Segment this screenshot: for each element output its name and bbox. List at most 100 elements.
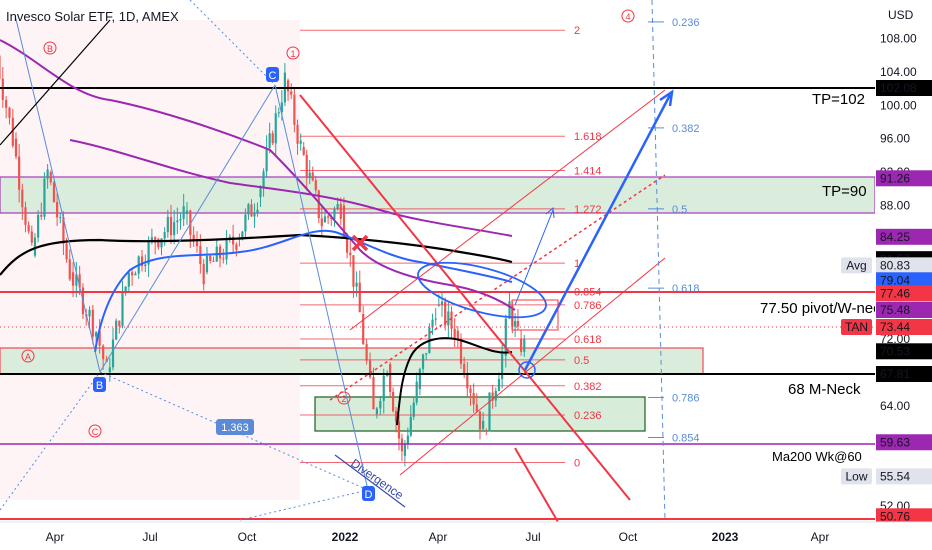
candle-body [339,203,342,219]
candle-body [259,188,262,198]
price-label-box [876,366,932,382]
price-axis: USD 52.0064.0072.0088.0092.0096.00100.00… [841,0,932,550]
fib-red-label: 0.786 [574,300,602,312]
candle-body [290,91,293,95]
candle-body [232,236,235,245]
candle-body [453,328,456,340]
abcd-c-box [266,67,279,82]
fib-levels: 2 1.618 1.414 1.272 1 0.854 0.786 0.618 0.5 0.382… [300,17,700,470]
fib-red-label: 1.272 [574,204,602,216]
y-tick-label: 108.00 [880,32,917,46]
y-tick-label: 100.00 [880,98,917,112]
candle-body [46,169,49,179]
candle-body [65,243,68,260]
candle-body [52,182,56,203]
candle-body [59,217,62,219]
fib-red-label: 0.236 [574,410,602,422]
candle-body [504,318,507,356]
price-label-value: 59.63 [880,435,910,449]
price-label-box [876,343,932,360]
candle-body [520,339,523,352]
price-label-box [876,285,932,302]
candle-body [333,209,336,219]
candle-body [391,391,395,412]
candle-body [192,234,195,242]
candle-body [514,321,517,327]
candle-body [189,210,192,235]
candle-body [311,172,314,181]
projection-dashed [651,0,666,521]
y-ticks: 52.0064.0072.0088.0092.0096.00100.00104.… [880,32,917,513]
ma-black [0,233,513,276]
projection-arrow-head [659,89,674,107]
candle-body [14,138,18,157]
candle-body [265,147,268,172]
candle-body [78,274,81,288]
candle-body [202,264,205,285]
channel-red-main [299,94,631,501]
candle-body [403,443,406,456]
candle-body [235,244,238,250]
price-label-value: 50.76 [880,509,910,523]
candle-body [166,216,169,233]
abcd-dotted-3 [239,489,369,521]
candle-body [472,393,475,405]
wave-a-circle [21,349,35,363]
wave-2: 2 [341,394,346,404]
candle-body [18,156,21,190]
x-tick-label: Apr [46,530,65,544]
candle-body [40,214,43,217]
candle-body [355,282,358,287]
candle-body [389,364,392,392]
candle-body [485,430,488,432]
fib-red-label: 0.618 [574,334,602,346]
x-tick-label: Oct [238,530,257,544]
candle-body [24,207,27,225]
candle-body [299,140,302,144]
candle-body [386,375,389,377]
candle-body [262,171,265,189]
wave-b: B [47,44,53,54]
candle-body [147,240,150,265]
candle-body [491,392,494,401]
candle-body [71,272,75,286]
candle-body [434,318,437,320]
y-tick-label: 72.00 [880,332,910,346]
price-tag-label: Avg [846,258,866,272]
candle-body [56,202,59,218]
candle-body [5,99,8,108]
candle-body [516,321,520,327]
candle-body [75,274,78,286]
candle-body [418,369,421,390]
candle-body [185,210,189,214]
candle-body [0,55,1,79]
candle-body [456,330,459,340]
candle-body [43,178,46,217]
fib-blue-label: 0.618 [672,283,700,295]
x-tick-label: 2023 [712,530,739,544]
candle-body [314,180,317,191]
candle-body [157,238,160,248]
ratio-label: 1.363 [221,422,249,434]
candle-body [352,255,355,287]
abcd-blue-3 [14,14,101,373]
fib-red-label: 0.5 [574,355,589,367]
price-label-box [876,319,932,336]
ma-black-short [396,337,513,426]
fib-blue-label: 0.786 [672,392,700,404]
wave-labels: A B C 1 2 4 B C D [21,9,635,501]
candle-body [21,189,24,208]
candle-body [349,252,352,256]
currency-label: USD [888,8,914,22]
candle-body [118,320,121,327]
abcd-dotted-1 [189,0,276,86]
fib-red-label: 2 [574,25,580,37]
price-label-value: 91.26 [880,171,910,185]
wave-1: 1 [290,49,295,59]
abcd-dotted-4 [0,371,101,511]
price-label-value: 67.81 [880,367,910,381]
candle-body [421,354,425,370]
candle-body [508,301,511,319]
